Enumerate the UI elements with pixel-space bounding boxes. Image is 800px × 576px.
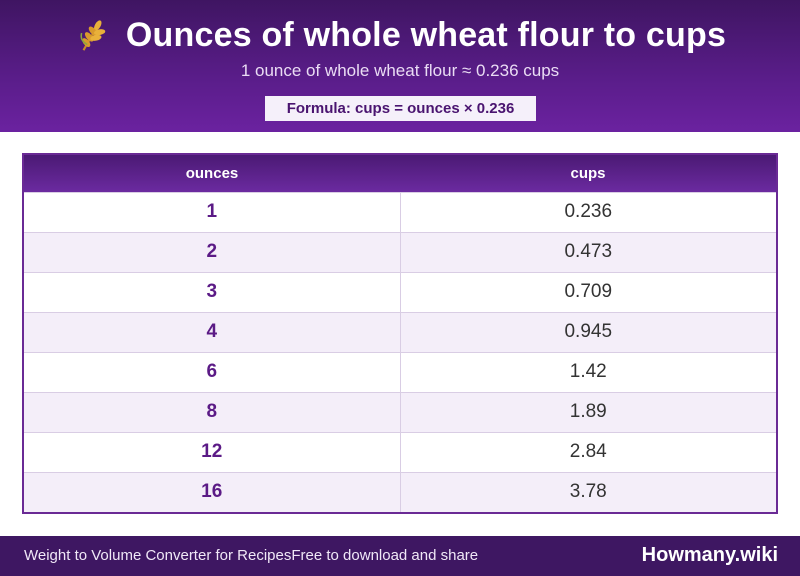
table-row: 16 3.78	[24, 471, 776, 512]
wheat-icon	[80, 20, 106, 51]
table-row: 12 2.84	[24, 431, 776, 472]
column-header-ounces: ounces	[185, 164, 239, 182]
table-header-row: ounces cups	[24, 155, 776, 192]
table-row: 1 0.236	[24, 191, 776, 232]
page-title: Ounces of whole wheat flour to cups	[125, 15, 727, 54]
title-row: Ounces of whole wheat flour to cups	[0, 14, 800, 56]
cups-cell: 1.89	[400, 391, 776, 432]
table-row: 4 0.945	[24, 311, 776, 352]
header-banner: Ounces of whole wheat flour to cups 1 ou…	[0, 0, 800, 132]
page-subtitle: 1 ounce of whole wheat flour ≈ 0.236 cup…	[240, 61, 560, 80]
column-header-cups: cups	[570, 164, 606, 182]
footer-tagline: Free to download and share	[291, 547, 479, 564]
cups-cell: 1.42	[400, 351, 776, 392]
footer-text: Weight to Volume Converter for RecipesFr…	[24, 547, 478, 564]
cups-cell: 0.945	[400, 311, 776, 352]
ounces-cell: 12	[24, 431, 401, 472]
cups-cell: 3.78	[400, 471, 776, 512]
cups-cell: 0.473	[400, 231, 776, 272]
table-row: 3 0.709	[24, 271, 776, 312]
cups-cell: 2.84	[400, 431, 776, 472]
footer-bar: Weight to Volume Converter for RecipesFr…	[0, 536, 800, 576]
footer-converter-name: Weight to Volume Converter for Recipes	[24, 547, 292, 564]
ounces-cell: 2	[24, 231, 401, 272]
conversion-table: ounces cups 1 0.236 2 0.473 3 0.709 4 0.…	[22, 153, 778, 514]
table-row: 8 1.89	[24, 391, 776, 432]
ounces-cell: 6	[24, 351, 401, 392]
formula-badge: Formula: cups = ounces × 0.236	[265, 96, 536, 121]
ounces-cell: 16	[24, 471, 401, 512]
ounces-cell: 3	[24, 271, 401, 312]
ounces-cell: 8	[24, 391, 401, 432]
table-row: 6 1.42	[24, 351, 776, 392]
ounces-cell: 4	[24, 311, 401, 352]
table-row: 2 0.473	[24, 231, 776, 272]
cups-cell: 0.236	[400, 191, 776, 232]
footer-brand[interactable]: Howmany.wiki	[641, 544, 778, 566]
cups-cell: 0.709	[400, 271, 776, 312]
ounces-cell: 1	[24, 191, 401, 232]
